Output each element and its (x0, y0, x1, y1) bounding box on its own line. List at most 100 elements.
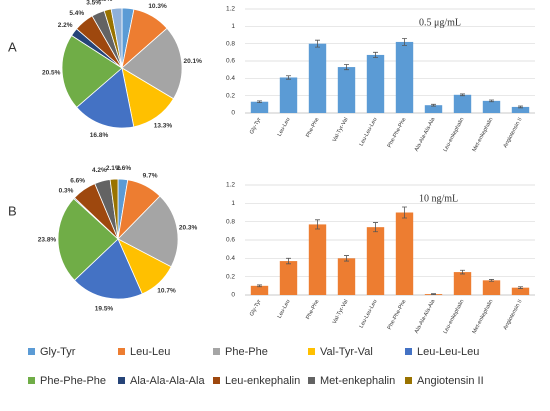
error-bar (460, 269, 465, 275)
legend-label: Angiotensin II (417, 375, 484, 387)
legend-swatch (118, 377, 125, 384)
x-tick-label: Leu-Leu (277, 299, 292, 320)
legend-label: Ala-Ala-Ala-Ala (130, 375, 205, 387)
bar (337, 258, 356, 295)
y-tick-label: 0.8 (226, 218, 235, 225)
x-tick-label: Leu-Leu (277, 117, 292, 138)
bar (366, 54, 385, 113)
bar (453, 94, 472, 113)
error-bar (257, 100, 262, 103)
data-label: 20.5% (42, 70, 61, 77)
x-tick-label: Leu-Leu-Leu (359, 117, 379, 147)
y-tick-label: 0.2 (226, 273, 235, 280)
bar (482, 100, 501, 113)
bar (424, 105, 443, 113)
error-bar (373, 222, 378, 233)
y-tick-label: 1.2 (226, 6, 235, 13)
error-bar (460, 93, 465, 97)
legend-swatch (405, 377, 412, 384)
x-tick-label: Gly-Tyr (249, 299, 263, 318)
y-tick-label: 0.8 (226, 40, 235, 47)
bar (395, 41, 414, 113)
error-bar (344, 64, 349, 71)
error-bar (257, 284, 262, 288)
data-label: 3.2% (122, 0, 137, 1)
panel-label: B (8, 203, 17, 218)
legend-label: Met-enkephalin (320, 375, 395, 387)
bar (250, 101, 269, 113)
legend-label: Val-Tyr-Val (320, 346, 373, 358)
annotation: 0.5 μg/mL (419, 17, 461, 28)
bar (308, 43, 327, 113)
y-tick-label: 1.2 (226, 182, 235, 189)
legend-swatch (213, 348, 220, 355)
x-tick-label: Phe-Phe (305, 117, 320, 139)
y-tick-label: 0.6 (226, 58, 235, 65)
bar (453, 272, 472, 295)
pie-slice (57, 197, 119, 281)
panel-label: A (8, 39, 17, 54)
x-tick-label: Angiotensin II (503, 116, 524, 149)
data-label: 1.9% (98, 0, 113, 3)
legend-swatch (28, 377, 35, 384)
data-label: 2.6% (116, 165, 131, 172)
bar (250, 285, 269, 295)
y-tick-label: 0 (231, 292, 235, 299)
bar (337, 67, 356, 113)
legend-label: Phe-Phe-Phe (40, 375, 106, 387)
y-tick-label: 1 (231, 200, 235, 207)
x-tick-label: Leu-enkephalin (443, 117, 466, 153)
error-bar (431, 103, 436, 107)
error-bar (489, 99, 494, 103)
legend-label: Leu-enkephalin (225, 375, 300, 387)
legend-swatch (405, 348, 412, 355)
pie-slice (61, 34, 123, 108)
y-tick-label: 0.4 (226, 75, 235, 82)
legend-swatch (118, 348, 125, 355)
x-tick-label: Met-enkephalin (472, 299, 495, 335)
data-label: 2.9% (108, 0, 123, 1)
pie-slice (110, 7, 123, 69)
data-label: 9.7% (143, 172, 158, 179)
error-bar (402, 206, 407, 219)
y-tick-label: 0 (231, 110, 235, 117)
error-bar (315, 39, 320, 48)
pie-slice (109, 178, 119, 240)
error-bar (518, 286, 523, 289)
bar (308, 224, 327, 295)
x-tick-label: Phe-Phe-Phe (387, 117, 408, 149)
bar (511, 287, 530, 295)
legend-label: Leu-Leu-Leu (417, 346, 479, 358)
data-label: 5.4% (69, 10, 84, 17)
data-label: 10.3% (148, 3, 167, 10)
x-tick-label: Phe-Phe-Phe (387, 299, 408, 331)
legend-label: Phe-Phe (225, 346, 268, 358)
data-label: 16.8% (90, 132, 109, 139)
x-tick-label: Phe-Phe (305, 299, 320, 321)
error-bar (518, 105, 523, 109)
bar (511, 106, 530, 113)
legend-swatch (308, 348, 315, 355)
y-tick-label: 0.2 (226, 92, 235, 99)
error-bar (489, 279, 494, 282)
data-label: 2.1% (106, 165, 121, 172)
data-label: 20.1% (183, 58, 202, 65)
data-label: 3.5% (86, 0, 101, 7)
legend-label: Leu-Leu (130, 346, 170, 358)
bar (482, 280, 501, 295)
y-tick-label: 0.4 (226, 255, 235, 262)
bar (279, 77, 298, 113)
error-bar (315, 219, 320, 230)
x-tick-label: Ala-Ala-Ala-Ala (414, 116, 437, 153)
x-tick-label: Val-Tyr-Val (332, 299, 350, 325)
pie-slice (73, 238, 143, 300)
pie-slice (117, 195, 179, 268)
data-label: 23.8% (38, 236, 57, 243)
error-bar (344, 255, 349, 262)
legend-swatch (308, 377, 315, 384)
data-label: 13.3% (154, 123, 173, 130)
legend-swatch (28, 348, 35, 355)
data-label: 0.3% (59, 187, 74, 194)
legend-label: Gly-Tyr (40, 346, 76, 358)
